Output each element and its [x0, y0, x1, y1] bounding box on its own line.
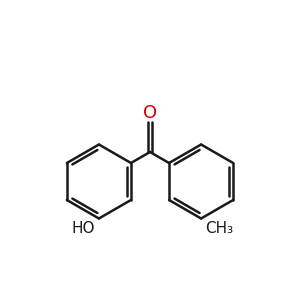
Text: HO: HO — [71, 221, 95, 236]
Text: O: O — [143, 104, 157, 122]
Text: CH₃: CH₃ — [205, 221, 233, 236]
